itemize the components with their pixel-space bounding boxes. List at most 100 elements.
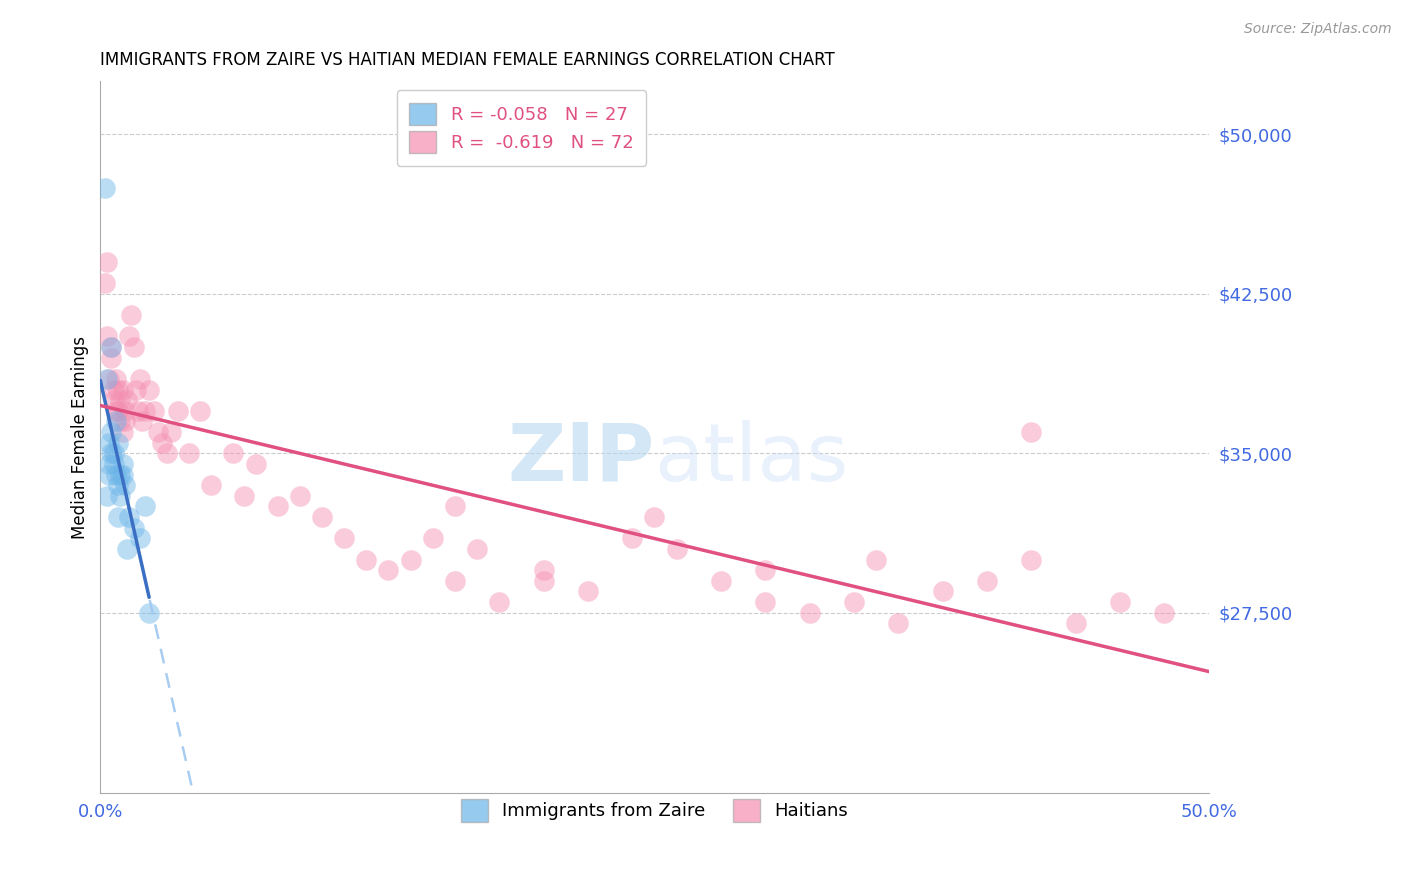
Point: [160, 425, 183, 439]
Point: [754, 563, 776, 577]
Point: [100, 340, 122, 354]
Point: [177, 446, 200, 460]
Point: [931, 584, 953, 599]
Point: [710, 574, 733, 588]
Point: [104, 414, 127, 428]
Point: [110, 467, 132, 482]
Point: [356, 552, 378, 566]
Point: [107, 383, 129, 397]
Point: [134, 404, 156, 418]
Point: [100, 446, 122, 460]
Point: [488, 595, 510, 609]
Point: [98, 457, 121, 471]
Point: [422, 531, 444, 545]
Point: [444, 500, 467, 514]
Point: [865, 552, 887, 566]
Point: [103, 393, 125, 408]
Y-axis label: Median Female Earnings: Median Female Earnings: [72, 336, 89, 539]
Point: [399, 552, 422, 566]
Point: [94, 180, 117, 194]
Text: IMMIGRANTS FROM ZAIRE VS HAITIAN MEDIAN FEMALE EARNINGS CORRELATION CHART: IMMIGRANTS FROM ZAIRE VS HAITIAN MEDIAN …: [100, 51, 835, 69]
Point: [104, 404, 127, 418]
Point: [96, 255, 118, 269]
Point: [103, 446, 125, 460]
Point: [104, 467, 127, 482]
Point: [111, 457, 134, 471]
Point: [96, 372, 118, 386]
Point: [1109, 595, 1132, 609]
Point: [465, 541, 488, 556]
Point: [100, 351, 122, 365]
Point: [665, 541, 688, 556]
Point: [842, 595, 865, 609]
Point: [107, 510, 129, 524]
Point: [114, 404, 136, 418]
Point: [111, 467, 134, 482]
Point: [103, 383, 125, 397]
Point: [576, 584, 599, 599]
Point: [107, 435, 129, 450]
Point: [96, 329, 118, 343]
Point: [100, 425, 122, 439]
Point: [114, 478, 136, 492]
Point: [188, 404, 211, 418]
Point: [333, 531, 356, 545]
Point: [125, 383, 148, 397]
Text: ZIP: ZIP: [508, 420, 654, 498]
Point: [110, 393, 132, 408]
Point: [111, 383, 134, 397]
Point: [138, 383, 160, 397]
Point: [107, 478, 129, 492]
Point: [118, 329, 141, 343]
Point: [103, 457, 125, 471]
Point: [115, 541, 138, 556]
Point: [377, 563, 399, 577]
Point: [115, 393, 138, 408]
Point: [98, 467, 121, 482]
Point: [799, 606, 821, 620]
Point: [222, 446, 245, 460]
Point: [111, 425, 134, 439]
Point: [138, 606, 160, 620]
Point: [129, 372, 152, 386]
Point: [311, 510, 333, 524]
Point: [754, 595, 776, 609]
Point: [146, 425, 169, 439]
Point: [96, 489, 118, 503]
Point: [976, 574, 998, 588]
Point: [98, 435, 121, 450]
Point: [122, 340, 145, 354]
Point: [1019, 552, 1042, 566]
Point: [233, 489, 256, 503]
Point: [167, 404, 190, 418]
Point: [200, 478, 222, 492]
Point: [98, 372, 121, 386]
Point: [266, 500, 288, 514]
Point: [118, 510, 141, 524]
Point: [288, 489, 311, 503]
Text: atlas: atlas: [654, 420, 849, 498]
Point: [110, 414, 132, 428]
Point: [120, 308, 142, 322]
Point: [152, 435, 174, 450]
Point: [107, 404, 129, 418]
Point: [100, 340, 122, 354]
Point: [122, 521, 145, 535]
Point: [643, 510, 665, 524]
Point: [142, 404, 165, 418]
Point: [533, 574, 555, 588]
Point: [887, 616, 910, 631]
Point: [1064, 616, 1087, 631]
Point: [104, 372, 127, 386]
Point: [1019, 425, 1042, 439]
Point: [131, 414, 153, 428]
Point: [94, 277, 117, 291]
Text: Source: ZipAtlas.com: Source: ZipAtlas.com: [1244, 22, 1392, 37]
Point: [444, 574, 467, 588]
Point: [533, 563, 555, 577]
Point: [127, 404, 149, 418]
Point: [129, 531, 152, 545]
Point: [114, 414, 136, 428]
Point: [134, 500, 156, 514]
Point: [621, 531, 644, 545]
